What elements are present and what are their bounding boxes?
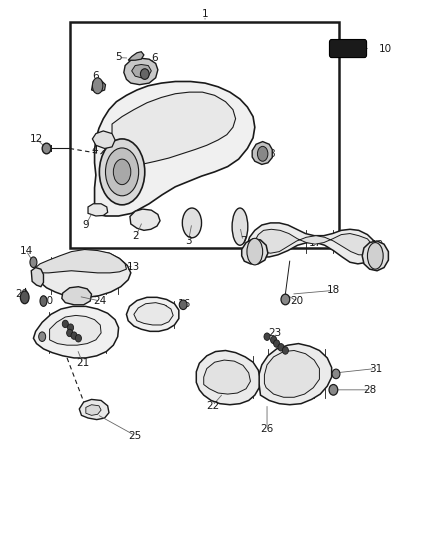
Text: 20: 20	[290, 296, 303, 306]
Ellipse shape	[271, 336, 277, 344]
Text: 24: 24	[94, 296, 107, 306]
Polygon shape	[62, 287, 92, 305]
Ellipse shape	[99, 139, 145, 205]
Polygon shape	[33, 252, 131, 297]
Text: 25: 25	[128, 431, 142, 441]
Text: 30: 30	[40, 296, 53, 306]
Text: 4: 4	[91, 144, 98, 155]
Polygon shape	[132, 64, 151, 78]
Ellipse shape	[281, 294, 290, 305]
Text: 31: 31	[369, 364, 382, 374]
Bar	[70, 22, 339, 248]
Text: 6: 6	[151, 53, 158, 62]
Polygon shape	[88, 204, 108, 216]
Ellipse shape	[42, 143, 51, 154]
Ellipse shape	[141, 69, 149, 79]
Polygon shape	[242, 239, 268, 264]
Text: 10: 10	[378, 44, 392, 53]
Text: 14: 14	[19, 246, 33, 255]
Text: 19: 19	[371, 240, 384, 250]
Text: 21: 21	[76, 358, 89, 368]
Ellipse shape	[182, 208, 201, 238]
Ellipse shape	[71, 332, 77, 340]
Ellipse shape	[106, 148, 139, 196]
Text: 8: 8	[268, 149, 275, 159]
Ellipse shape	[67, 329, 73, 337]
Ellipse shape	[278, 344, 284, 351]
Ellipse shape	[332, 369, 340, 378]
Polygon shape	[95, 82, 255, 216]
Text: 15: 15	[155, 305, 169, 315]
Ellipse shape	[40, 296, 47, 306]
Polygon shape	[33, 306, 119, 358]
Text: 2: 2	[133, 231, 139, 241]
Ellipse shape	[247, 238, 263, 265]
Text: 16: 16	[177, 298, 191, 309]
Text: 7: 7	[240, 236, 246, 246]
Polygon shape	[124, 58, 158, 85]
Ellipse shape	[62, 320, 68, 328]
Ellipse shape	[274, 340, 280, 348]
Text: 28: 28	[363, 385, 376, 395]
Text: 6: 6	[92, 71, 99, 81]
Text: 23: 23	[65, 322, 78, 333]
Ellipse shape	[258, 147, 268, 161]
Text: 13: 13	[127, 262, 141, 271]
Polygon shape	[92, 131, 115, 149]
Text: 1: 1	[202, 9, 208, 19]
Text: 22: 22	[206, 401, 219, 411]
Ellipse shape	[283, 347, 288, 354]
Polygon shape	[128, 52, 144, 60]
FancyBboxPatch shape	[329, 39, 367, 58]
Polygon shape	[265, 351, 319, 397]
Text: 23: 23	[268, 328, 282, 338]
Text: 29: 29	[15, 289, 28, 299]
Ellipse shape	[20, 291, 29, 304]
Ellipse shape	[329, 384, 338, 395]
Polygon shape	[92, 80, 106, 92]
Ellipse shape	[30, 257, 37, 268]
Polygon shape	[127, 297, 179, 332]
Text: 26: 26	[261, 424, 274, 434]
Polygon shape	[105, 92, 236, 168]
Ellipse shape	[113, 159, 131, 184]
Polygon shape	[130, 209, 160, 230]
Polygon shape	[35, 249, 127, 273]
Text: 17: 17	[308, 238, 321, 247]
Polygon shape	[49, 316, 101, 345]
Text: 9: 9	[82, 220, 89, 230]
Polygon shape	[79, 399, 109, 419]
Polygon shape	[252, 142, 272, 165]
Text: 12: 12	[30, 134, 43, 144]
Polygon shape	[196, 351, 261, 405]
Ellipse shape	[367, 243, 383, 269]
Ellipse shape	[75, 335, 81, 342]
Ellipse shape	[67, 324, 74, 332]
Ellipse shape	[179, 300, 187, 310]
Polygon shape	[134, 303, 173, 325]
Polygon shape	[259, 344, 332, 405]
Ellipse shape	[92, 78, 103, 94]
Ellipse shape	[264, 333, 270, 341]
Polygon shape	[86, 405, 101, 415]
Polygon shape	[204, 360, 251, 394]
Text: 5: 5	[115, 52, 122, 61]
Text: 5.7 liter: 5.7 liter	[335, 46, 361, 51]
Ellipse shape	[232, 208, 248, 245]
Polygon shape	[31, 268, 43, 287]
Text: 3: 3	[185, 236, 192, 246]
Ellipse shape	[39, 332, 46, 342]
Polygon shape	[362, 241, 389, 271]
Polygon shape	[247, 223, 377, 264]
Polygon shape	[255, 229, 372, 255]
Text: 18: 18	[327, 286, 340, 295]
